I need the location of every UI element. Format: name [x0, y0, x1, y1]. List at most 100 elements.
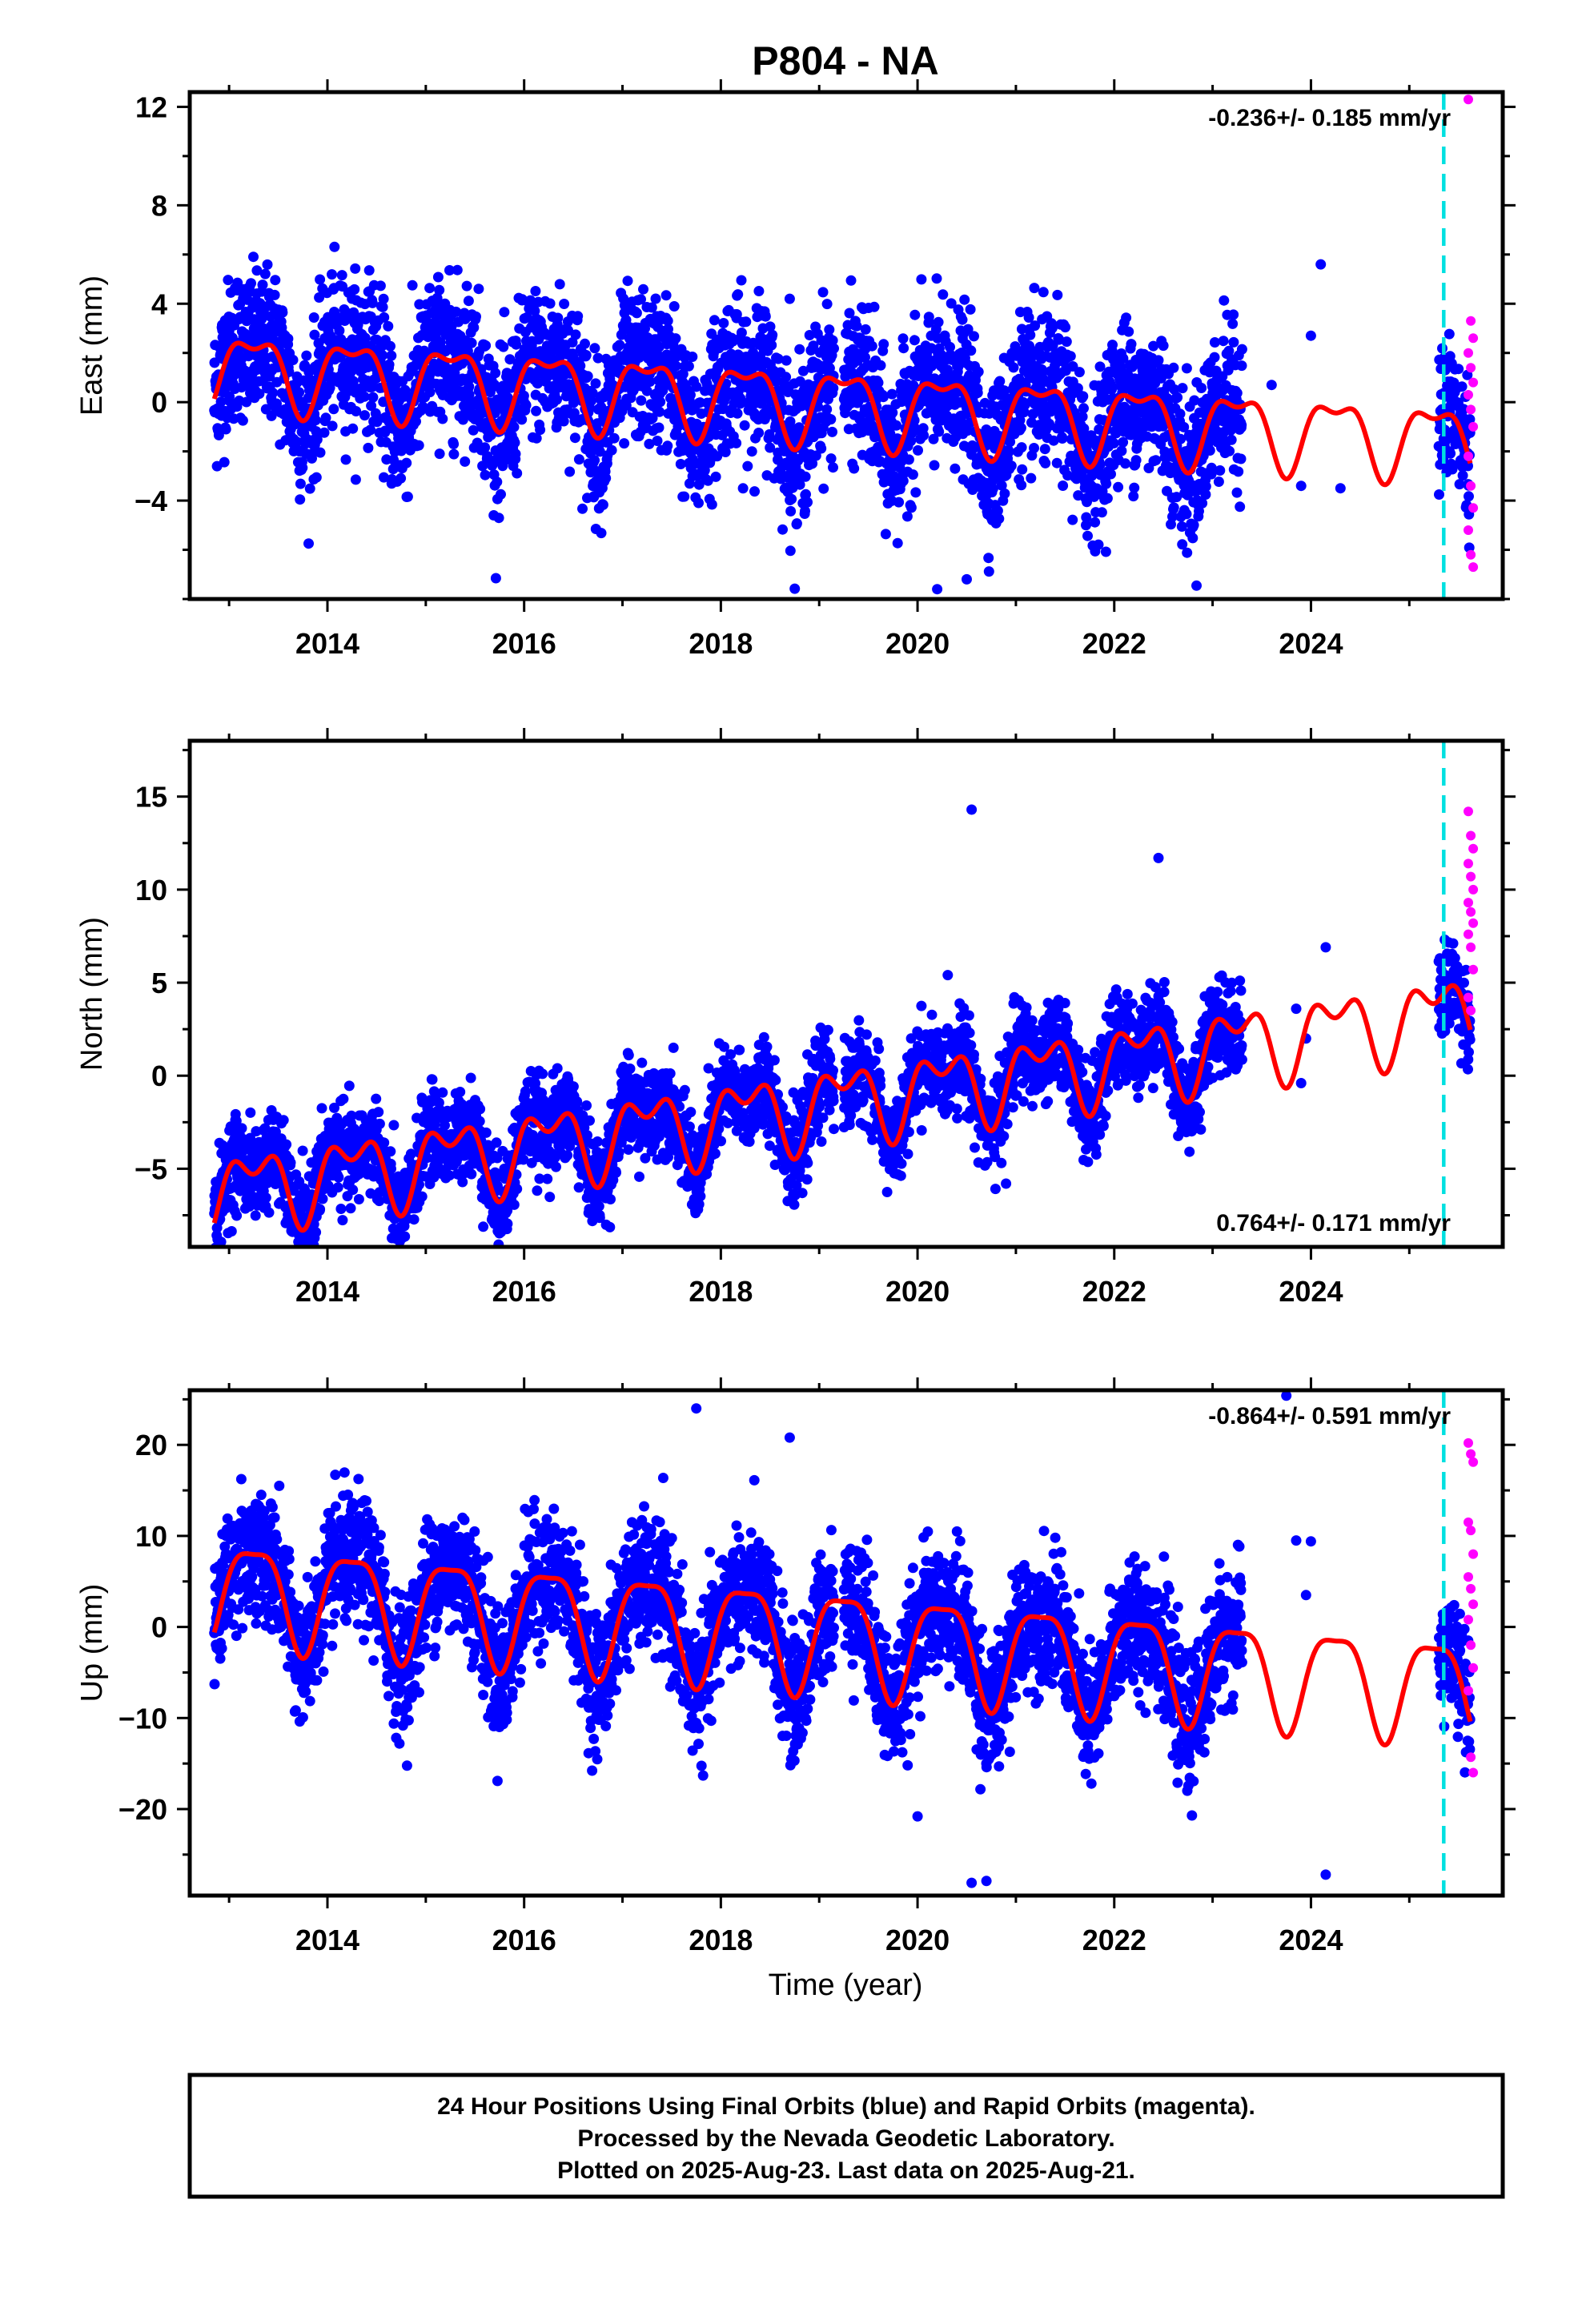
data-point — [219, 456, 230, 468]
data-point — [311, 1227, 322, 1238]
data-point — [375, 280, 386, 292]
data-point — [246, 278, 256, 289]
data-point — [277, 307, 288, 318]
data-point — [213, 429, 224, 440]
data-point — [1039, 444, 1050, 455]
data-point — [457, 1176, 468, 1188]
data-point — [709, 315, 720, 326]
data-point — [287, 355, 299, 365]
data-point — [817, 287, 829, 298]
y-tick-label: 4 — [151, 287, 167, 320]
y-axis-label: East (mm) — [75, 275, 109, 416]
data-point — [1215, 465, 1226, 476]
rapid-point — [1466, 480, 1476, 491]
data-point — [315, 274, 326, 285]
data-point — [1218, 336, 1229, 347]
data-point — [383, 359, 395, 370]
data-point — [329, 241, 340, 252]
data-point — [466, 337, 477, 348]
data-point — [345, 1203, 356, 1214]
data-point — [577, 503, 588, 514]
data-point — [1090, 517, 1101, 528]
data-point — [999, 488, 1010, 499]
data-point — [866, 340, 877, 352]
data-point — [1457, 470, 1468, 481]
data-point — [448, 439, 460, 449]
data-point — [220, 424, 231, 435]
data-point — [248, 251, 259, 263]
data-point — [1121, 312, 1132, 324]
data-point — [736, 328, 747, 338]
data-point — [396, 472, 407, 484]
data-point — [596, 528, 607, 539]
data-point — [408, 1214, 420, 1225]
data-point — [552, 312, 564, 324]
data-point — [350, 263, 361, 274]
data-point — [1126, 339, 1137, 350]
data-point — [898, 343, 909, 354]
data-point — [614, 340, 625, 351]
data-point — [966, 345, 977, 356]
data-point — [552, 394, 562, 405]
data-point — [1120, 458, 1131, 469]
data-point — [851, 320, 862, 332]
data-point — [281, 1139, 292, 1150]
data-point — [654, 406, 665, 417]
rapid-point — [1464, 94, 1473, 105]
data-point — [824, 324, 835, 336]
rapid-point — [1464, 390, 1473, 400]
data-point — [652, 436, 663, 446]
data-point — [1093, 539, 1104, 550]
data-point — [972, 388, 983, 398]
data-point — [512, 468, 523, 479]
data-point — [1061, 336, 1072, 348]
data-point — [283, 333, 294, 344]
data-point — [237, 415, 248, 426]
data-point — [209, 357, 220, 368]
data-point — [573, 454, 584, 465]
data-point — [290, 1264, 300, 1274]
data-point — [1065, 351, 1076, 362]
data-point — [1236, 344, 1247, 355]
data-point — [385, 340, 396, 352]
data-point — [311, 426, 322, 437]
data-point — [1078, 391, 1089, 402]
data-point — [333, 1172, 344, 1183]
data-point — [334, 325, 345, 336]
data-point — [1102, 493, 1113, 504]
x-tick-label: 2014 — [295, 627, 359, 660]
data-point — [893, 497, 905, 508]
data-point — [910, 487, 921, 498]
data-point — [849, 463, 860, 474]
data-point — [267, 388, 279, 398]
data-point — [236, 1123, 247, 1134]
data-point — [224, 396, 235, 407]
data-point — [1174, 408, 1186, 420]
data-point — [1025, 329, 1036, 340]
data-point — [385, 1146, 396, 1157]
data-point — [310, 415, 321, 426]
data-point — [1096, 507, 1107, 518]
data-point — [1236, 420, 1247, 431]
data-point — [760, 311, 771, 322]
data-point — [1443, 328, 1455, 340]
data-point — [582, 371, 593, 382]
data-point — [1107, 340, 1118, 351]
data-point — [402, 491, 413, 502]
data-point — [278, 1115, 289, 1126]
data-point — [301, 350, 312, 361]
data-point — [455, 1087, 466, 1097]
data-point — [434, 284, 445, 296]
data-point — [1015, 422, 1026, 433]
data-point — [475, 1104, 486, 1115]
data-point — [791, 518, 802, 529]
data-point — [737, 483, 749, 494]
data-point — [802, 497, 813, 508]
data-point — [878, 339, 889, 350]
data-point — [297, 1145, 308, 1156]
data-point — [929, 460, 940, 471]
data-point — [1029, 283, 1040, 294]
data-point — [903, 454, 914, 465]
data-point — [308, 312, 319, 323]
data-point — [897, 476, 909, 486]
